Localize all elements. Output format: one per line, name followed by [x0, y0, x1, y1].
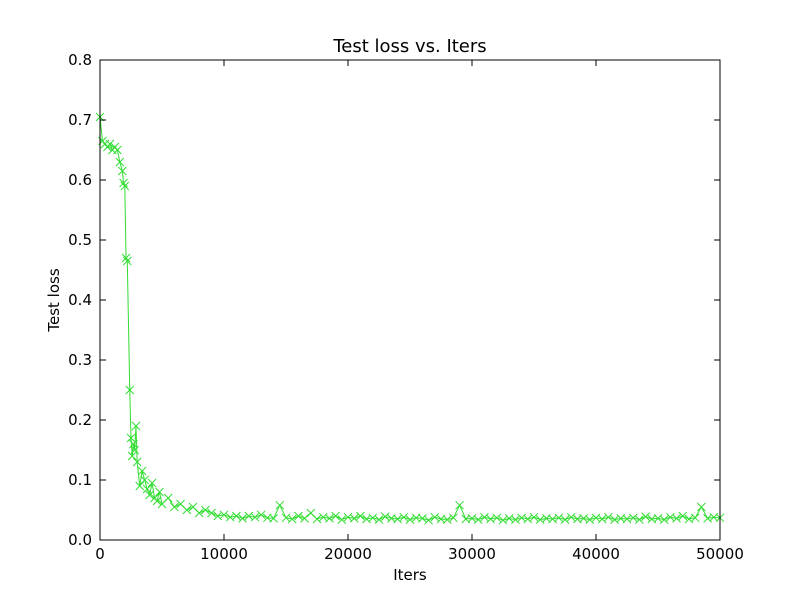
data-marker — [182, 505, 192, 515]
data-marker — [145, 490, 154, 500]
data-marker — [325, 514, 334, 523]
data-marker — [127, 451, 137, 461]
data-marker — [641, 512, 650, 521]
data-marker — [585, 515, 595, 524]
data-marker — [152, 496, 162, 506]
data-marker — [374, 515, 384, 524]
x-tick-label: 10000 — [200, 545, 248, 563]
data-marker — [337, 515, 347, 524]
data-marker — [455, 500, 464, 510]
y-tick-label: 0.8 — [68, 51, 92, 69]
data-marker — [125, 385, 135, 395]
data-marker — [659, 515, 669, 524]
y-axis-label: Test loss — [45, 268, 63, 332]
data-marker — [170, 502, 179, 512]
data-marker — [300, 514, 309, 523]
data-marker — [690, 513, 700, 523]
data-marker — [140, 475, 149, 485]
x-tick-label: 30000 — [448, 545, 496, 563]
data-marker — [560, 515, 570, 524]
data-marker — [380, 512, 390, 521]
data-marker — [331, 511, 340, 521]
data-marker — [256, 510, 266, 520]
data-marker — [275, 500, 285, 510]
data-marker — [635, 515, 644, 524]
data-marker — [424, 515, 433, 525]
data-marker — [269, 514, 278, 523]
data-marker — [147, 478, 157, 488]
data-marker — [194, 508, 204, 518]
data-marker — [511, 515, 520, 524]
data-marker — [120, 181, 130, 191]
data-marker — [442, 515, 452, 524]
data-marker — [628, 513, 638, 523]
data-marker — [523, 514, 533, 524]
y-tick-label: 0.6 — [68, 171, 92, 189]
data-marker — [131, 421, 141, 431]
x-tick-label: 20000 — [324, 545, 372, 563]
data-marker — [201, 505, 210, 515]
data-marker — [418, 514, 427, 523]
y-tick-label: 0.4 — [68, 291, 92, 309]
data-marker — [597, 514, 607, 524]
y-tick-label: 0.3 — [68, 351, 92, 369]
data-marker — [697, 502, 706, 512]
data-marker — [126, 433, 136, 443]
data-marker — [119, 178, 128, 188]
data-marker — [480, 512, 489, 522]
chart-title: Test loss vs. Iters — [332, 36, 486, 57]
y-tick-label: 0.5 — [68, 231, 92, 249]
data-marker — [294, 511, 303, 521]
data-marker — [349, 514, 359, 523]
x-tick-label: 40000 — [572, 545, 620, 563]
y-tick-label: 0.2 — [68, 411, 92, 429]
data-marker — [122, 256, 132, 266]
y-tick-label: 0.7 — [68, 111, 92, 129]
data-marker — [132, 457, 142, 467]
y-tick-label: 0.0 — [68, 531, 92, 549]
data-marker — [135, 481, 145, 491]
data-marker — [529, 512, 539, 522]
data-marker — [117, 166, 127, 176]
data-marker — [405, 515, 415, 524]
data-marker — [312, 514, 322, 524]
data-marker — [155, 487, 164, 497]
data-marker — [130, 445, 140, 455]
data-marker — [121, 253, 131, 263]
data-marker — [566, 512, 576, 522]
data-marker — [473, 515, 483, 524]
data-marker — [368, 513, 378, 523]
data-marker — [105, 139, 115, 149]
data-marker — [498, 515, 508, 525]
data-marker — [430, 512, 440, 522]
data-marker — [604, 512, 613, 522]
data-marker — [356, 511, 365, 521]
data-marker — [238, 514, 247, 523]
data-marker — [115, 157, 125, 167]
data-marker — [232, 511, 241, 521]
x-tick-label: 0 — [95, 545, 105, 563]
data-marker — [250, 512, 260, 522]
x-axis-label: Iters — [393, 566, 427, 584]
data-marker — [142, 484, 152, 494]
data-marker — [393, 514, 402, 524]
data-marker — [137, 466, 147, 476]
plot-area — [95, 112, 725, 525]
data-marker — [449, 513, 458, 523]
data-marker — [219, 510, 229, 520]
data-marker — [113, 145, 122, 155]
x-tick-label: 50000 — [696, 545, 744, 563]
data-marker — [492, 513, 502, 523]
data-marker — [554, 513, 564, 523]
data-marker — [207, 508, 216, 518]
data-marker — [287, 514, 297, 524]
data-marker — [163, 493, 173, 503]
data-marker — [399, 512, 409, 522]
data-marker — [678, 511, 688, 521]
data-marker — [672, 514, 681, 523]
y-tick-label: 0.1 — [68, 471, 92, 489]
